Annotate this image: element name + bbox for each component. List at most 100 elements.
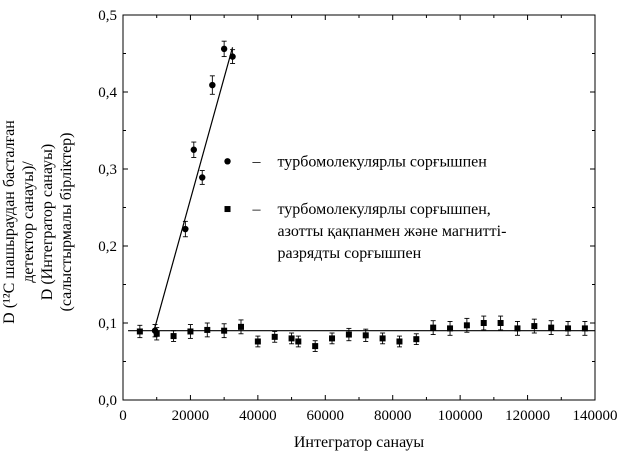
marker: [531, 323, 538, 330]
marker: [288, 335, 295, 342]
x-tick-label: 20000: [172, 408, 210, 424]
square-point: [187, 324, 194, 339]
marker: [581, 325, 588, 332]
marker: [204, 326, 211, 333]
square-point: [170, 330, 177, 342]
square-point: [581, 321, 588, 336]
marker: [362, 332, 369, 339]
y-tick-label: 0,1: [98, 316, 117, 332]
marker: [480, 320, 487, 326]
marker: [209, 81, 216, 89]
marker: [238, 323, 244, 330]
legend-label: азотты қақпанмен және магнитті-: [278, 223, 507, 240]
x-tick-label: 0: [119, 408, 127, 424]
square-point: [447, 321, 454, 336]
legend-marker: [224, 158, 231, 165]
marker: [199, 174, 206, 181]
square-point: [396, 335, 403, 348]
square-point: [254, 335, 261, 348]
marker: [396, 338, 403, 345]
marker: [295, 338, 302, 345]
square-point: [548, 320, 555, 335]
square-point: [345, 327, 352, 342]
marker: [170, 333, 177, 340]
x-tick-label: 40000: [239, 408, 277, 424]
square-point: [288, 332, 295, 345]
legend-label: разрядты сорғышпен: [278, 245, 422, 262]
y-tick-label: 0,2: [98, 239, 117, 255]
x-tick-label: 140000: [573, 408, 618, 424]
y-tick-label: 0,3: [98, 162, 117, 178]
square-point: [514, 321, 521, 336]
square-point: [238, 319, 244, 335]
marker: [229, 53, 236, 60]
legend-label: турбомолекулярлы сорғышпен: [278, 153, 488, 170]
marker: [497, 320, 504, 326]
marker: [514, 325, 521, 332]
circle-point: [199, 170, 206, 185]
marker: [463, 322, 470, 329]
y-axis-title-line-2: детектор санауы)/: [20, 161, 37, 283]
legend-marker: [224, 206, 231, 213]
x-tick-label: 100000: [438, 408, 483, 424]
square-point: [463, 317, 470, 333]
square-point: [271, 331, 278, 343]
square-point: [362, 328, 369, 342]
square-point: [136, 324, 143, 339]
marker: [153, 330, 160, 337]
marker: [254, 338, 261, 345]
legend-separator: –: [252, 153, 262, 170]
marker: [345, 331, 352, 338]
y-axis-title: D (¹²C шашыраудан басталған детектор сан…: [1, 120, 75, 324]
marker: [271, 333, 278, 340]
marker: [187, 328, 194, 335]
y-axis-title-line-3: D (Интегратор санауы): [39, 144, 56, 300]
marker: [221, 327, 228, 334]
y-tick-label: 0,4: [98, 85, 117, 101]
marker: [548, 324, 555, 331]
data-points: [136, 40, 588, 352]
square-point: [565, 321, 572, 336]
square-point: [497, 315, 504, 331]
marker: [413, 336, 420, 343]
square-point: [329, 332, 336, 345]
square-point: [413, 333, 420, 346]
marker: [136, 328, 143, 335]
marker: [312, 343, 319, 350]
square-point: [221, 323, 228, 339]
x-tick-label: 80000: [374, 408, 412, 424]
marker: [430, 324, 437, 331]
marker: [565, 325, 572, 332]
square-point: [312, 340, 319, 352]
square-point: [204, 322, 211, 338]
circle-point: [190, 141, 197, 158]
axis-ticks: 0 20000 40000 60000 80000 100000 120000 140000 0…: [98, 8, 617, 424]
square-point: [153, 327, 160, 341]
y-axis-title-line-4: (салыстырмалы бірліктер): [58, 133, 75, 312]
square-point: [480, 315, 487, 331]
marker: [182, 225, 189, 233]
circle-point: [229, 49, 236, 64]
x-axis-title: Интегратор санауы: [294, 434, 424, 451]
circle-point: [209, 75, 216, 95]
y-axis-title-line-1: D (¹²C шашыраудан басталған: [1, 120, 18, 324]
y-tick-label: 0,5: [98, 8, 117, 24]
square-point: [430, 320, 437, 335]
circle-point: [220, 40, 228, 58]
marker: [220, 45, 228, 53]
y-tick-label: 0,0: [98, 393, 117, 409]
marker: [329, 335, 336, 342]
marker: [447, 325, 454, 332]
legend-separator: –: [252, 201, 262, 218]
square-point: [295, 335, 302, 348]
square-point: [379, 332, 386, 345]
x-tick-label: 60000: [307, 408, 345, 424]
legend-label: турбомолекулярлы сорғышпен,: [278, 201, 491, 218]
fit-lines: [128, 47, 595, 332]
x-tick-label: 120000: [505, 408, 550, 424]
marker: [379, 335, 386, 342]
legend: – турбомолекулярлы сорғышпен– турбомолекул…: [224, 153, 506, 262]
marker: [190, 146, 197, 153]
square-point: [531, 318, 538, 334]
